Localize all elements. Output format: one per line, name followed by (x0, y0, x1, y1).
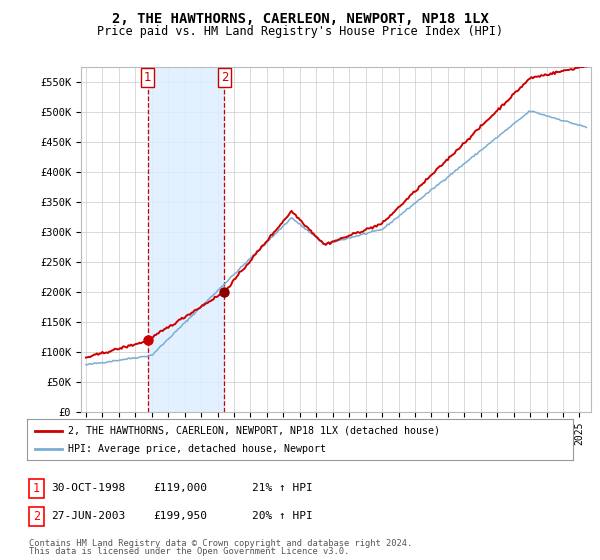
Text: HPI: Average price, detached house, Newport: HPI: Average price, detached house, Newp… (68, 444, 326, 454)
Text: 2, THE HAWTHORNS, CAERLEON, NEWPORT, NP18 1LX: 2, THE HAWTHORNS, CAERLEON, NEWPORT, NP1… (112, 12, 488, 26)
Text: 27-JUN-2003: 27-JUN-2003 (51, 511, 125, 521)
Text: 20% ↑ HPI: 20% ↑ HPI (252, 511, 313, 521)
Bar (148, 67, 224, 412)
Text: 2: 2 (33, 510, 40, 523)
Text: £119,000: £119,000 (153, 483, 207, 493)
Text: 1: 1 (33, 482, 40, 495)
Text: Price paid vs. HM Land Registry's House Price Index (HPI): Price paid vs. HM Land Registry's House … (97, 25, 503, 38)
Text: 2, THE HAWTHORNS, CAERLEON, NEWPORT, NP18 1LX (detached house): 2, THE HAWTHORNS, CAERLEON, NEWPORT, NP1… (68, 426, 440, 436)
Text: 21% ↑ HPI: 21% ↑ HPI (252, 483, 313, 493)
Text: 30-OCT-1998: 30-OCT-1998 (51, 483, 125, 493)
Text: £199,950: £199,950 (153, 511, 207, 521)
Text: 2: 2 (221, 71, 228, 83)
Text: Contains HM Land Registry data © Crown copyright and database right 2024.: Contains HM Land Registry data © Crown c… (29, 539, 412, 548)
Text: This data is licensed under the Open Government Licence v3.0.: This data is licensed under the Open Gov… (29, 547, 349, 556)
Text: 1: 1 (144, 71, 151, 83)
